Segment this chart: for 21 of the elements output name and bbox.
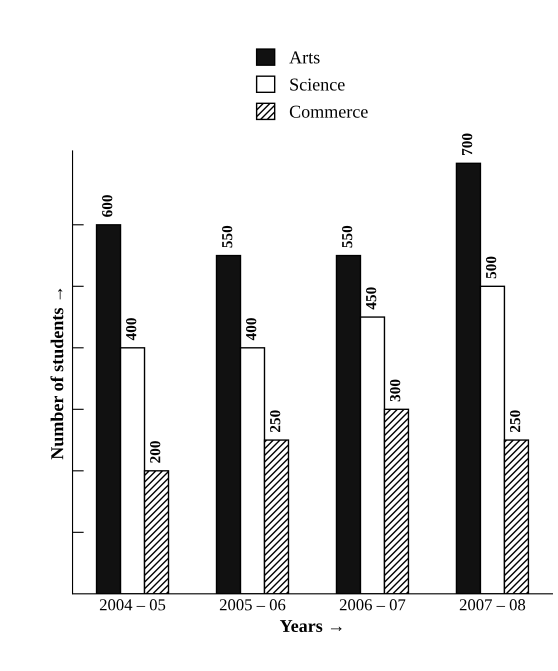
data-label: 250 bbox=[270, 410, 280, 432]
data-label: 700 bbox=[462, 134, 472, 156]
data-label: 250 bbox=[510, 410, 520, 432]
legend-label: Arts bbox=[289, 51, 320, 64]
data-label: 600 bbox=[102, 195, 112, 217]
data-label: 550 bbox=[342, 226, 352, 248]
x-tick-label: 2007 – 08 bbox=[460, 599, 526, 610]
y-axis-title: Number of students → bbox=[50, 288, 64, 460]
data-label: 200 bbox=[150, 441, 160, 463]
data-label: 300 bbox=[390, 380, 400, 402]
data-label: 550 bbox=[222, 226, 232, 248]
data-label: 400 bbox=[246, 318, 256, 340]
data-label: 400 bbox=[126, 318, 136, 340]
x-tick-label: 2006 – 07 bbox=[340, 599, 406, 610]
x-tick-label: 2004 – 05 bbox=[100, 599, 166, 610]
data-label: 500 bbox=[486, 256, 496, 278]
legend-label: Science bbox=[290, 78, 345, 91]
x-axis-title: Years → bbox=[280, 620, 342, 632]
x-tick-label: 2005 – 06 bbox=[220, 599, 286, 610]
legend-label: Commerce bbox=[290, 106, 368, 118]
data-label: 450 bbox=[366, 287, 376, 310]
